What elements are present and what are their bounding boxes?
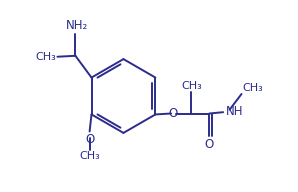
Text: CH₃: CH₃ — [243, 83, 263, 93]
Text: CH₃: CH₃ — [36, 52, 57, 62]
Text: CH₃: CH₃ — [181, 81, 202, 91]
Text: NH: NH — [225, 105, 243, 118]
Text: NH₂: NH₂ — [66, 19, 89, 32]
Text: CH₃: CH₃ — [79, 151, 100, 161]
Text: O: O — [205, 138, 214, 151]
Text: O: O — [169, 107, 178, 120]
Text: O: O — [85, 133, 94, 146]
